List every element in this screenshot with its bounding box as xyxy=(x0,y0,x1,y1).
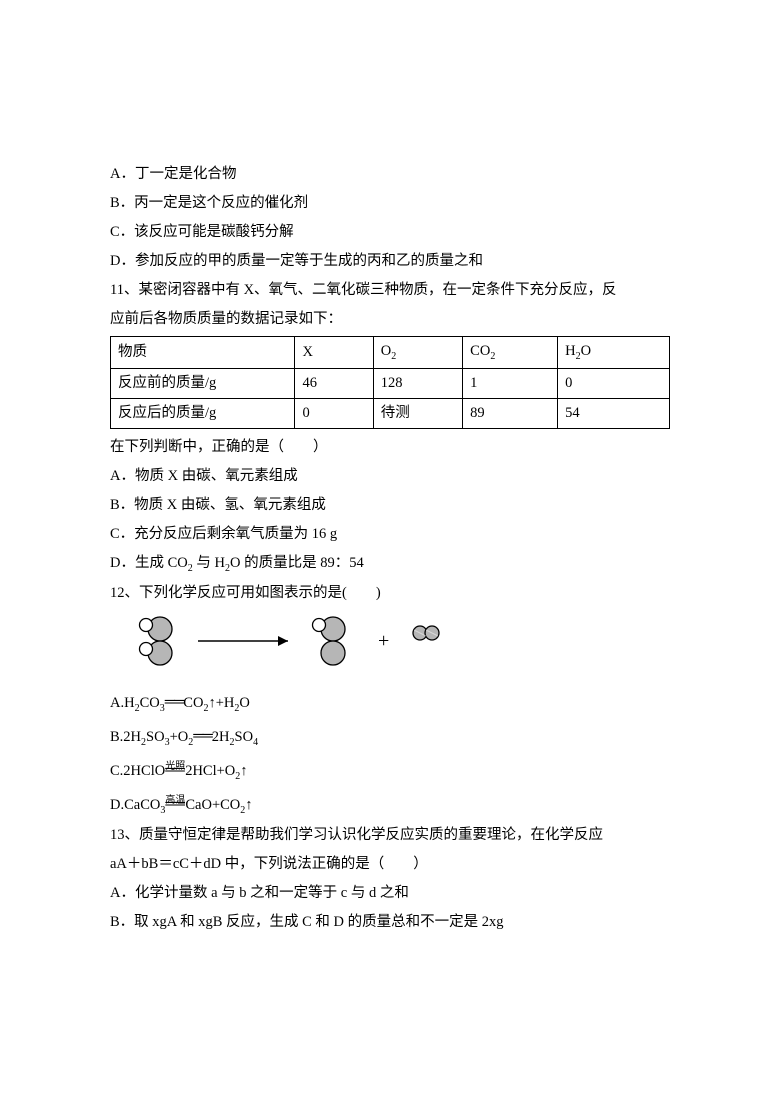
q11-follow: 在下列判断中，正确的是（ ） xyxy=(110,433,670,462)
cell: 0 xyxy=(558,368,670,398)
q12-option-a: A.H2CO3══CO2↑+H2O xyxy=(110,689,670,719)
th-x: X xyxy=(295,337,373,369)
q13-option-a: A．化学计量数 a 与 b 之和一定等于 c 与 d 之和 xyxy=(110,879,670,908)
table-row: 反应后的质量/g 0 待测 89 54 xyxy=(111,399,670,429)
q12-option-b: B.2H2SO3+O2══2H2SO4 xyxy=(110,723,670,753)
cell: 54 xyxy=(558,399,670,429)
reaction-svg-icon: + xyxy=(128,614,468,668)
q12-reaction-diagram: + xyxy=(128,614,670,679)
q11-stem-line2: 应前后各物质质量的数据记录如下： xyxy=(110,305,670,334)
q10-option-b: B．丙一定是这个反应的催化剂 xyxy=(110,189,670,218)
q11-option-a: A．物质 X 由碳、氧元素组成 xyxy=(110,462,670,491)
text: O 的质量比是 89：54 xyxy=(230,555,364,571)
cell: 46 xyxy=(295,368,373,398)
q12-option-c: C.2HClO光照══2HCl+O2↑ xyxy=(110,757,670,787)
q13-option-b: B．取 xgA 和 xgB 反应，生成 C 和 D 的质量总和不一定是 2xg xyxy=(110,908,670,937)
text: D．生成 CO xyxy=(110,555,188,571)
q12-option-d: D.CaCO3高温══CaO+CO2↑ xyxy=(110,791,670,821)
q13-stem-line2: aA＋bB＝cC＋dD 中，下列说法正确的是（ ） xyxy=(110,850,670,879)
q10-option-a: A．丁一定是化合物 xyxy=(110,160,670,189)
q11-option-d: D．生成 CO2 与 H2O 的质量比是 89：54 xyxy=(110,549,670,579)
th-substance: 物质 xyxy=(111,337,295,369)
cell: 0 xyxy=(295,399,373,429)
th-o2: O2 xyxy=(373,337,462,369)
cell: 128 xyxy=(373,368,462,398)
row1-label: 反应前的质量/g xyxy=(111,368,295,398)
q11-stem-line1: 11、某密闭容器中有 X、氧气、二氧化碳三种物质，在一定条件下充分反应，反 xyxy=(110,276,670,305)
text: 与 H xyxy=(193,555,225,571)
cell: 89 xyxy=(463,399,558,429)
q11-table: 物质 X O2 CO2 H2O 反应前的质量/g 46 128 1 0 反应后的… xyxy=(110,336,670,429)
cell: 1 xyxy=(463,368,558,398)
q11-option-b: B．物质 X 由碳、氢、氧元素组成 xyxy=(110,491,670,520)
th-co2: CO2 xyxy=(463,337,558,369)
table-row: 反应前的质量/g 46 128 1 0 xyxy=(111,368,670,398)
th-h2o: H2O xyxy=(558,337,670,369)
table-header-row: 物质 X O2 CO2 H2O xyxy=(111,337,670,369)
row2-label: 反应后的质量/g xyxy=(111,399,295,429)
q11-option-c: C．充分反应后剩余氧气质量为 16 g xyxy=(110,520,670,549)
q10-option-d: D．参加反应的甲的质量一定等于生成的丙和乙的质量之和 xyxy=(110,247,670,276)
cell: 待测 xyxy=(373,399,462,429)
q13-stem-line1: 13、质量守恒定律是帮助我们学习认识化学反应实质的重要理论，在化学反应 xyxy=(110,821,670,850)
svg-text:+: + xyxy=(378,630,389,652)
q12-stem: 12、下列化学反应可用如图表示的是( ) xyxy=(110,579,670,608)
q10-option-c: C．该反应可能是碳酸钙分解 xyxy=(110,218,670,247)
